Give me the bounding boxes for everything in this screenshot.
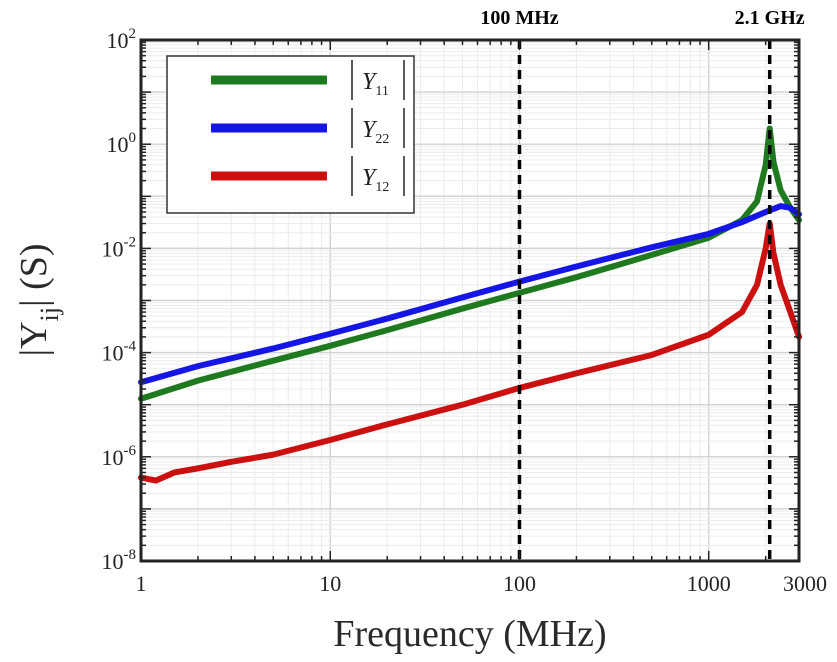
y-axis-title-main: |Y <box>13 321 55 356</box>
legend-label-sub: 11 <box>375 84 388 99</box>
annotation-label: 2.1 GHz <box>735 7 805 29</box>
legend-label-sub: 12 <box>375 180 389 195</box>
legend-label-main: Y <box>362 165 378 191</box>
series-line <box>138 125 802 402</box>
x-tick-label: 10 <box>319 571 341 596</box>
svg-text:|Yij| (S): |Yij| (S) <box>13 243 64 356</box>
series-lines <box>138 125 802 484</box>
y-tick-label: 102 <box>107 26 137 53</box>
legend-box <box>166 55 415 214</box>
y-tick-base: 10 <box>107 132 129 157</box>
legend-label: Y11 <box>362 69 389 99</box>
y-axis-title-sub: ij <box>35 307 64 321</box>
y-tick-exponent: 0 <box>129 130 137 146</box>
y-tick-base: 10 <box>102 445 124 470</box>
legend-label-main: Y <box>362 117 378 143</box>
y-axis-title-tail: | (S) <box>13 243 55 307</box>
y-tick-exponent: -4 <box>124 339 137 355</box>
legend-label: Y12 <box>362 165 389 195</box>
axis-ticks <box>140 40 800 562</box>
y-axis-title: |Yij| (S) <box>13 243 64 356</box>
y-tick-base: 10 <box>102 549 124 574</box>
y-tick-label: 10-6 <box>102 443 137 470</box>
series-line <box>138 220 802 484</box>
y-tick-base: 10 <box>102 236 124 261</box>
x-tick-label: 1 <box>136 571 147 596</box>
x-tick-label: 3000 <box>783 571 827 596</box>
y-tick-base: 10 <box>107 28 129 53</box>
y-tick-exponent: -2 <box>124 234 137 250</box>
y-tick-base: 10 <box>102 341 124 366</box>
annotation-label: 100 MHz <box>480 7 558 29</box>
y-tick-label: 10-4 <box>102 339 137 366</box>
x-axis-title: Frequency (MHz) <box>333 613 606 655</box>
legend-label-sub: 22 <box>375 132 389 147</box>
series-line <box>138 203 802 386</box>
y-tick-label: 10-2 <box>102 234 137 261</box>
y-tick-exponent: -6 <box>124 443 137 459</box>
legend-label-main: Y <box>362 69 378 95</box>
y-tick-label: 10-8 <box>102 547 137 574</box>
x-tick-label: 1000 <box>687 571 731 596</box>
y-tick-label: 100 <box>107 130 137 157</box>
legend-label: Y22 <box>362 117 389 147</box>
x-tick-label: 100 <box>503 571 536 596</box>
y-tick-exponent: -8 <box>124 547 137 563</box>
y-tick-exponent: 2 <box>129 26 137 42</box>
annotations: 100 MHz 2.1 GHz <box>480 7 805 561</box>
